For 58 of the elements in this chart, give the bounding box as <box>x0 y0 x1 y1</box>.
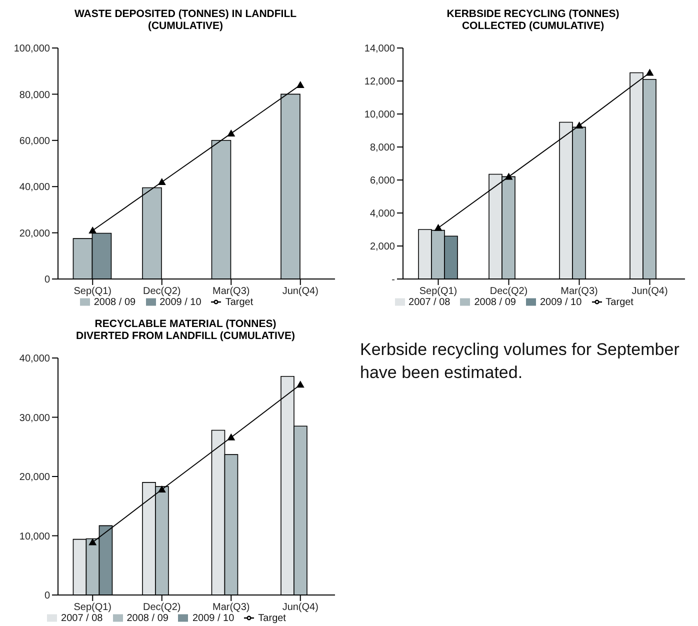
y-tick-label: 2,000 <box>370 242 396 253</box>
x-tick-label: Jun(Q4) <box>282 602 318 614</box>
point <box>296 80 304 88</box>
point <box>88 538 97 546</box>
legend-label: Target <box>606 297 634 308</box>
legend-label: 2009 / 10 <box>160 297 202 308</box>
legend-label: 2008 / 09 <box>94 297 136 308</box>
point <box>296 380 304 388</box>
point <box>88 226 97 234</box>
x-tick-label: Mar(Q3) <box>212 602 250 614</box>
point <box>158 178 166 185</box>
point <box>575 122 584 129</box>
y-tick-label: 30,000 <box>19 412 50 424</box>
y-tick-label: 14,000 <box>364 44 396 55</box>
y-tick-label: 20,000 <box>19 472 50 484</box>
x-tick-label: Sep(Q1) <box>419 286 458 298</box>
legend-label: 2007 / 08 <box>61 613 103 624</box>
chart-title: RECYCLABLE MATERIAL (TONNES) DIVERTED FROM LANDFILL (CUMULATIVE) <box>75 318 296 344</box>
x-tick-label: Jun(Q4) <box>632 286 668 298</box>
y-tick-label: 80,000 <box>19 90 50 101</box>
chart-title: WASTE DEPOSITED (TONNES) IN LANDFILL (CUMULATIVE) <box>73 8 298 34</box>
text: Kerbside recycling volumes for September have been estimated. <box>360 339 680 384</box>
y-tick-label: 6,000 <box>370 176 396 187</box>
y-tick-label: 8,000 <box>370 142 396 154</box>
y-tick-label: 100,000 <box>14 44 50 55</box>
y-tick-label: 12,000 <box>364 76 396 88</box>
y-tick-label: - <box>392 274 395 286</box>
point <box>504 172 513 180</box>
y-tick-label: 4,000 <box>370 208 396 220</box>
y-tick-label: 10,000 <box>364 110 396 121</box>
x-tick-label: Dec(Q2) <box>142 602 181 614</box>
y-tick-label: 40,000 <box>19 354 50 365</box>
legend-label: 2008 / 09 <box>474 297 516 308</box>
y-tick-label: 40,000 <box>19 182 50 194</box>
point <box>434 224 442 231</box>
x-tick-label: Sep(Q1) <box>74 286 112 298</box>
point <box>646 68 654 76</box>
chart-title: KERBSIDE RECYCLING (TONNES) COLLECTED (CUMULATIVE) <box>446 8 620 34</box>
legend-label: 2009 / 10 <box>192 613 234 624</box>
point <box>227 433 236 440</box>
legend-label: 2007 / 08 <box>408 297 450 308</box>
y-tick-label: 10,000 <box>19 531 50 542</box>
x-tick-label: Dec(Q2) <box>142 286 181 298</box>
legend-label: 2008 / 09 <box>126 613 168 624</box>
x-tick-label: Jun(Q4) <box>282 286 318 298</box>
legend-label: 2009 / 10 <box>540 297 582 308</box>
x-tick-label: Mar(Q3) <box>560 286 598 298</box>
x-tick-label: Dec(Q2) <box>490 286 528 298</box>
x-tick-label: Mar(Q3) <box>212 286 250 298</box>
y-tick-label: 60,000 <box>19 136 50 147</box>
legend-label: Target <box>225 297 254 308</box>
point <box>227 129 236 136</box>
legend-label: Target <box>258 613 286 624</box>
y-tick-label: 20,000 <box>19 228 50 240</box>
y-tick-label: 0 <box>44 590 50 602</box>
x-tick-label: Sep(Q1) <box>74 602 112 614</box>
point <box>158 486 166 493</box>
y-tick-label: 0 <box>44 274 50 286</box>
